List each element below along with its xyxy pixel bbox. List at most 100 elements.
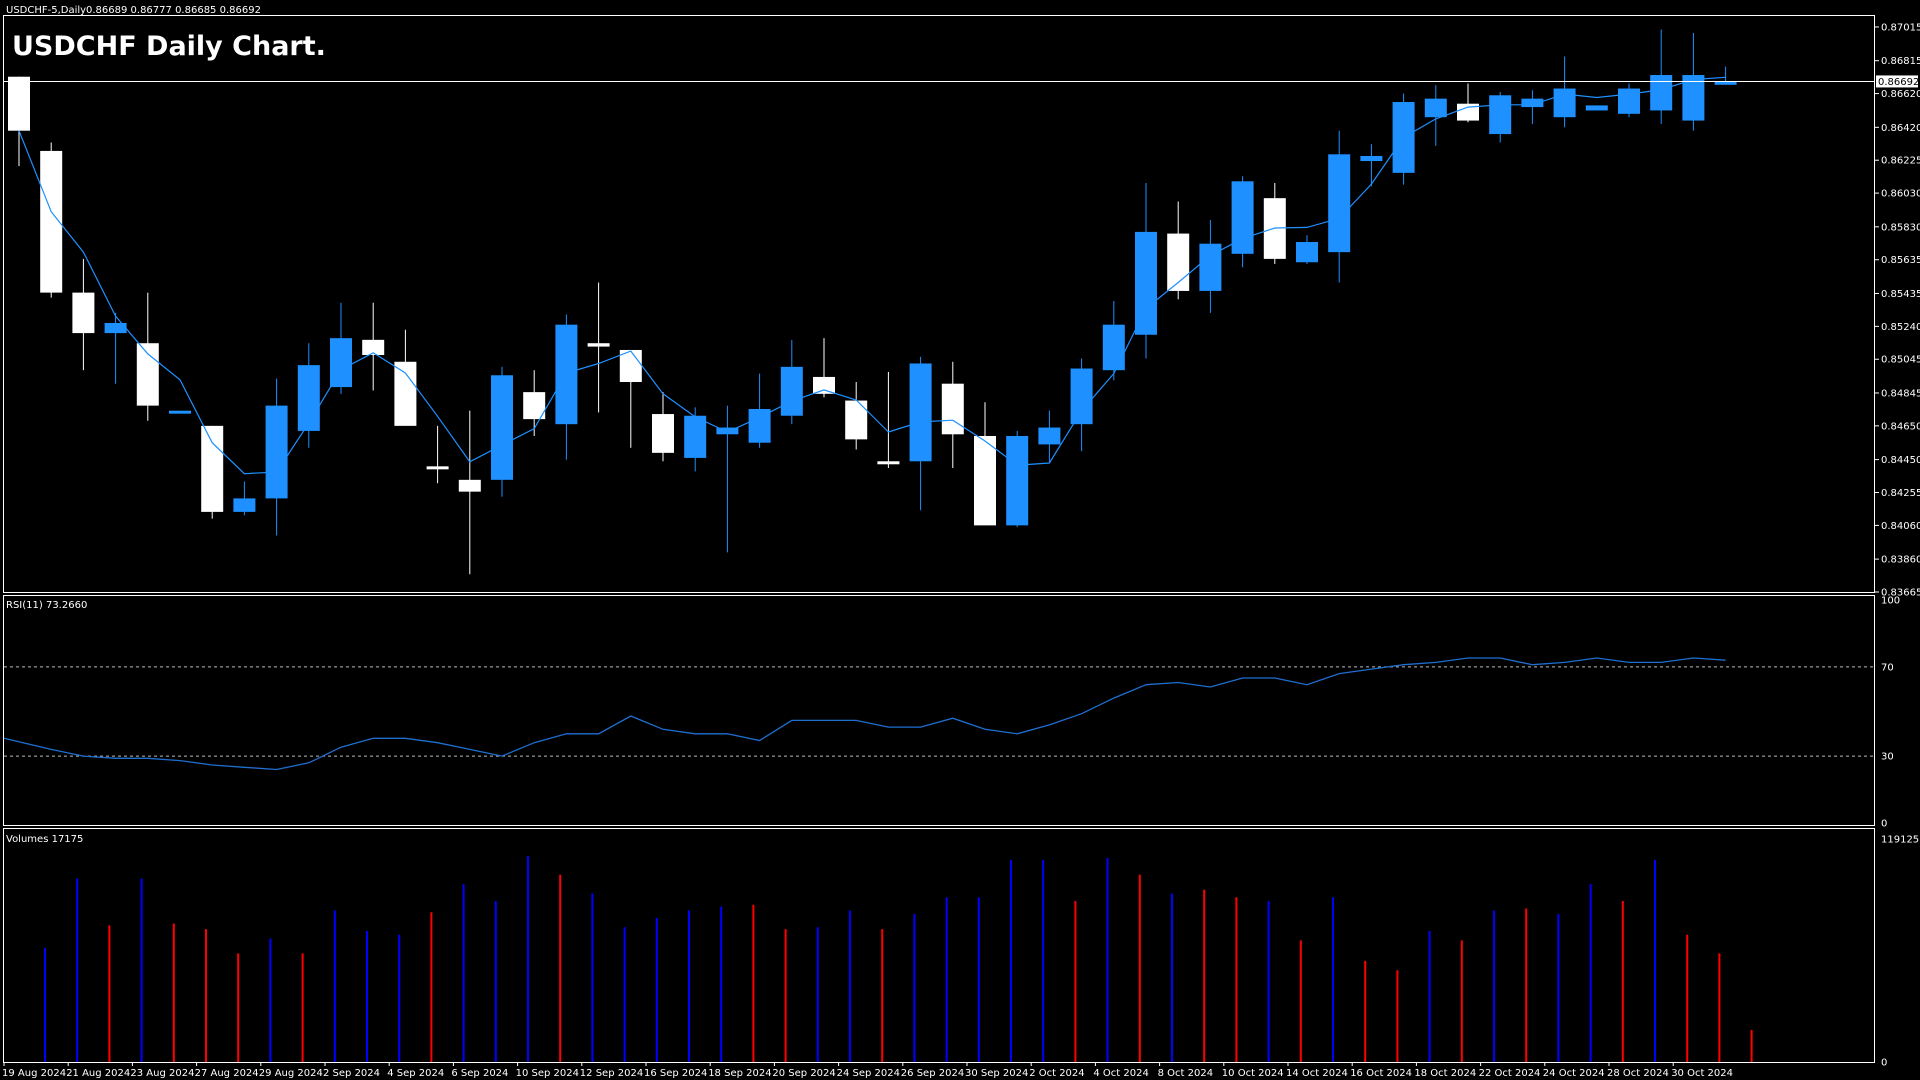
candle-body (330, 338, 352, 388)
volume-label: Volumes 17175 (6, 834, 83, 845)
time-axis-label: 10 Sep 2024 (516, 1068, 579, 1079)
price-axis-label: 0.85240 (1881, 322, 1920, 333)
time-axis-label: 16 Oct 2024 (1350, 1068, 1412, 1079)
candle-body (1424, 98, 1447, 118)
time-axis-label: 24 Sep 2024 (837, 1068, 900, 1079)
rsi-panel-frame (3, 595, 1875, 826)
candle-body (265, 405, 288, 499)
price-axis-label: 0.84845 (1881, 388, 1920, 399)
price-axis-label: 0.85830 (1881, 222, 1920, 233)
candle-body (780, 366, 803, 416)
candle-body (1650, 75, 1673, 111)
rsi-axis: 100 70 30 0 (1881, 596, 1900, 830)
time-axis-label: 18 Sep 2024 (708, 1068, 771, 1079)
ohlc-info: 0.86689 0.86777 0.86685 0.86692 (86, 5, 261, 16)
candle-body (941, 383, 964, 435)
volume-bars (44, 856, 1753, 1062)
candle-body (1296, 242, 1318, 263)
price-axis-label: 0.86225 (1881, 156, 1920, 167)
price-panel-frame (3, 15, 1875, 593)
candle-body (8, 76, 30, 131)
symbol-info: USDCHF-5,Daily (6, 5, 86, 16)
price-axis-label: 0.84650 (1881, 421, 1920, 432)
candle-body (491, 375, 513, 480)
volume-axis-label: 0 (1881, 1058, 1887, 1069)
time-axis-label: 4 Sep 2024 (387, 1068, 444, 1079)
candle-body (619, 349, 642, 383)
time-axis-label: 22 Oct 2024 (1479, 1068, 1541, 1079)
candle-body (201, 425, 224, 512)
price-axis-label: 0.85635 (1881, 255, 1920, 266)
price-axis-label: 0.86030 (1881, 189, 1920, 200)
moving-average-line (18, 76, 1726, 475)
candle-body (394, 361, 417, 426)
time-axis-label: 16 Sep 2024 (644, 1068, 707, 1079)
candle-body (1489, 95, 1512, 135)
time-axis-label: 27 Aug 2024 (195, 1068, 259, 1079)
time-axis-label: 21 Aug 2024 (66, 1068, 130, 1079)
candles (8, 29, 1737, 575)
candle-body (587, 343, 610, 347)
candle-body (1714, 81, 1737, 85)
candle-body (233, 498, 256, 512)
current-price-label: 0.86692 (1878, 77, 1919, 88)
time-axis: 19 Aug 2024 21 Aug 2024 23 Aug 2024 27 Aug … (2, 1062, 1733, 1079)
candle-body (169, 410, 191, 414)
rsi-series (3, 657, 1726, 771)
candle-body (1585, 105, 1608, 111)
candle-body (555, 324, 578, 425)
price-axis-label: 0.85045 (1881, 355, 1920, 366)
time-axis-label: 18 Oct 2024 (1414, 1068, 1476, 1079)
candle-body (1328, 154, 1351, 253)
moving-average (18, 76, 1726, 475)
rsi-axis-label: 0 (1881, 819, 1887, 830)
candle-body (426, 466, 449, 470)
time-axis-label: 12 Sep 2024 (580, 1068, 643, 1079)
candle-body (1167, 233, 1190, 291)
candle-body (1618, 88, 1640, 114)
rsi-line (3, 657, 1726, 771)
price-axis-label: 0.85435 (1881, 289, 1920, 300)
price-axis-label: 0.87015 (1881, 22, 1920, 33)
price-axis: 0.87015 0.86815 0.86620 0.86420 0.86225 0.860… (1874, 22, 1920, 599)
volume-panel-frame (3, 828, 1875, 1063)
candle-body (1006, 435, 1029, 526)
candle-body (1102, 324, 1125, 371)
candle-body (72, 292, 95, 334)
candle-body (458, 479, 481, 492)
rsi-label: RSI(11) 73.2660 (6, 600, 87, 611)
candle-body (1070, 368, 1093, 425)
current-price-box (1876, 75, 1918, 88)
candle-body (748, 408, 771, 443)
candle-body (652, 414, 674, 453)
candle-body (1231, 181, 1254, 254)
candle-body (1135, 231, 1157, 335)
candle-body (1682, 75, 1705, 121)
time-axis-label: 19 Aug 2024 (2, 1068, 66, 1079)
time-axis-label: 29 Aug 2024 (259, 1068, 323, 1079)
price-axis-label: 0.86420 (1881, 123, 1920, 134)
time-axis-label: 2 Oct 2024 (1029, 1068, 1084, 1079)
time-axis-label: 28 Oct 2024 (1607, 1068, 1669, 1079)
time-axis-label: 6 Sep 2024 (451, 1068, 508, 1079)
time-axis-label: 24 Oct 2024 (1543, 1068, 1605, 1079)
rsi-axis-label: 30 (1881, 752, 1894, 763)
price-axis-label: 0.86815 (1881, 56, 1920, 67)
time-axis-label: 30 Sep 2024 (965, 1068, 1028, 1079)
rsi-axis-label: 100 (1881, 596, 1900, 607)
time-axis-label: 10 Oct 2024 (1222, 1068, 1284, 1079)
candle-body (909, 363, 932, 462)
time-axis-label: 2 Sep 2024 (323, 1068, 380, 1079)
time-axis-label: 26 Sep 2024 (901, 1068, 964, 1079)
candle-body (1199, 243, 1222, 291)
candle-body (40, 150, 63, 293)
candle-body (684, 415, 707, 458)
price-axis-label: 0.83665 (1881, 588, 1920, 599)
price-axis-label: 0.83860 (1881, 555, 1920, 566)
time-axis-label: 4 Oct 2024 (1093, 1068, 1148, 1079)
candle-body (1457, 103, 1479, 121)
candle-body (136, 343, 159, 406)
candle-body (362, 339, 385, 356)
